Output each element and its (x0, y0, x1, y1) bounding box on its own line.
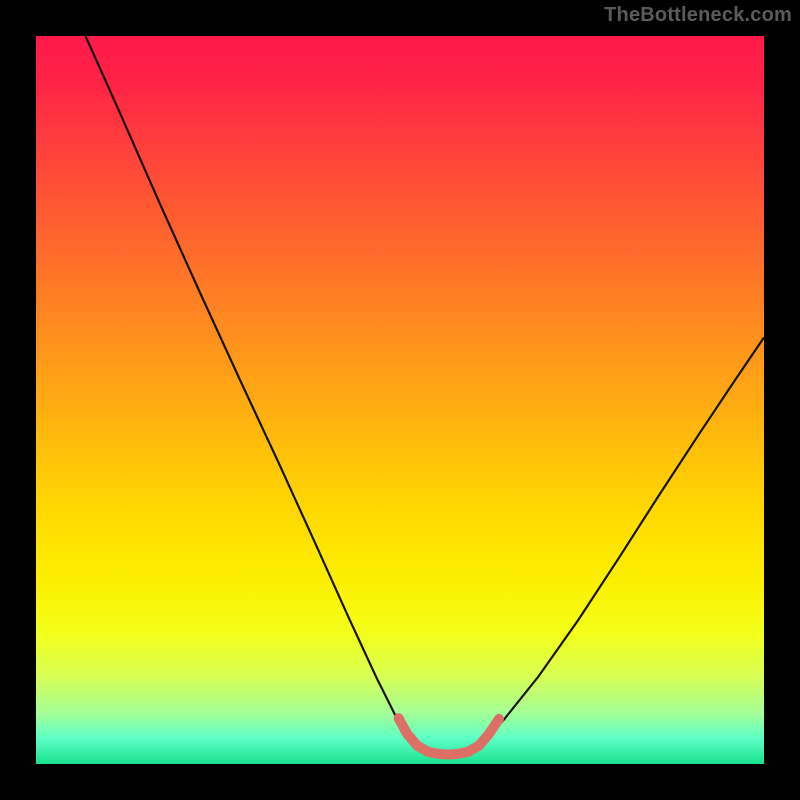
attribution-text: TheBottleneck.com (604, 4, 792, 27)
chart-container: { "attribution": { "text": "TheBottlenec… (0, 0, 800, 800)
gradient-background (36, 36, 764, 764)
